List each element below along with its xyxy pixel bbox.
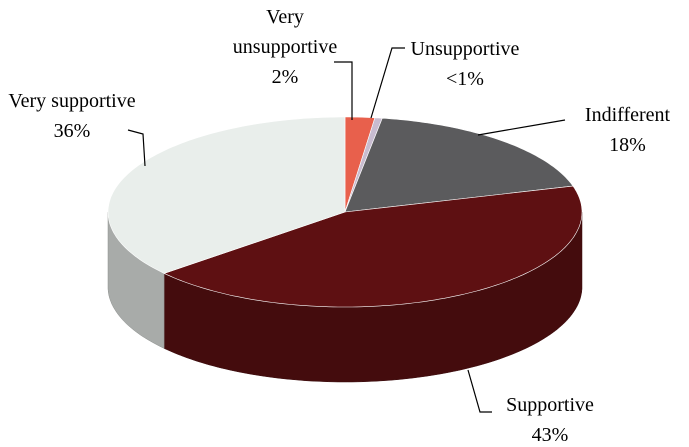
value-label: 36%	[53, 120, 91, 142]
leader-line	[334, 61, 353, 120]
slice-label: Very supportive 36%	[2, 86, 142, 146]
leader-line	[127, 129, 146, 167]
category-label: Indifferent	[584, 104, 671, 126]
leader-line	[477, 119, 566, 136]
value-label: 43%	[531, 424, 569, 446]
slice-label: Supportive 43%	[480, 390, 620, 447]
slice-label: Unsupportive <1%	[400, 34, 530, 94]
leader-line	[370, 47, 405, 119]
slice-label: Indifferent 18%	[560, 100, 689, 160]
value-label: 18%	[609, 134, 646, 156]
category-label: Very supportive	[8, 90, 136, 112]
category-label: Very unsupportive	[232, 6, 338, 58]
leader-line	[467, 369, 492, 413]
slice	[344, 117, 574, 213]
slice	[163, 185, 583, 308]
slice	[107, 116, 346, 274]
category-label: Supportive	[506, 394, 594, 416]
category-label: Unsupportive	[410, 38, 520, 60]
value-label: <1%	[446, 68, 484, 90]
slice-label: Very unsupportive 2%	[220, 2, 350, 92]
value-label: 2%	[271, 66, 299, 88]
